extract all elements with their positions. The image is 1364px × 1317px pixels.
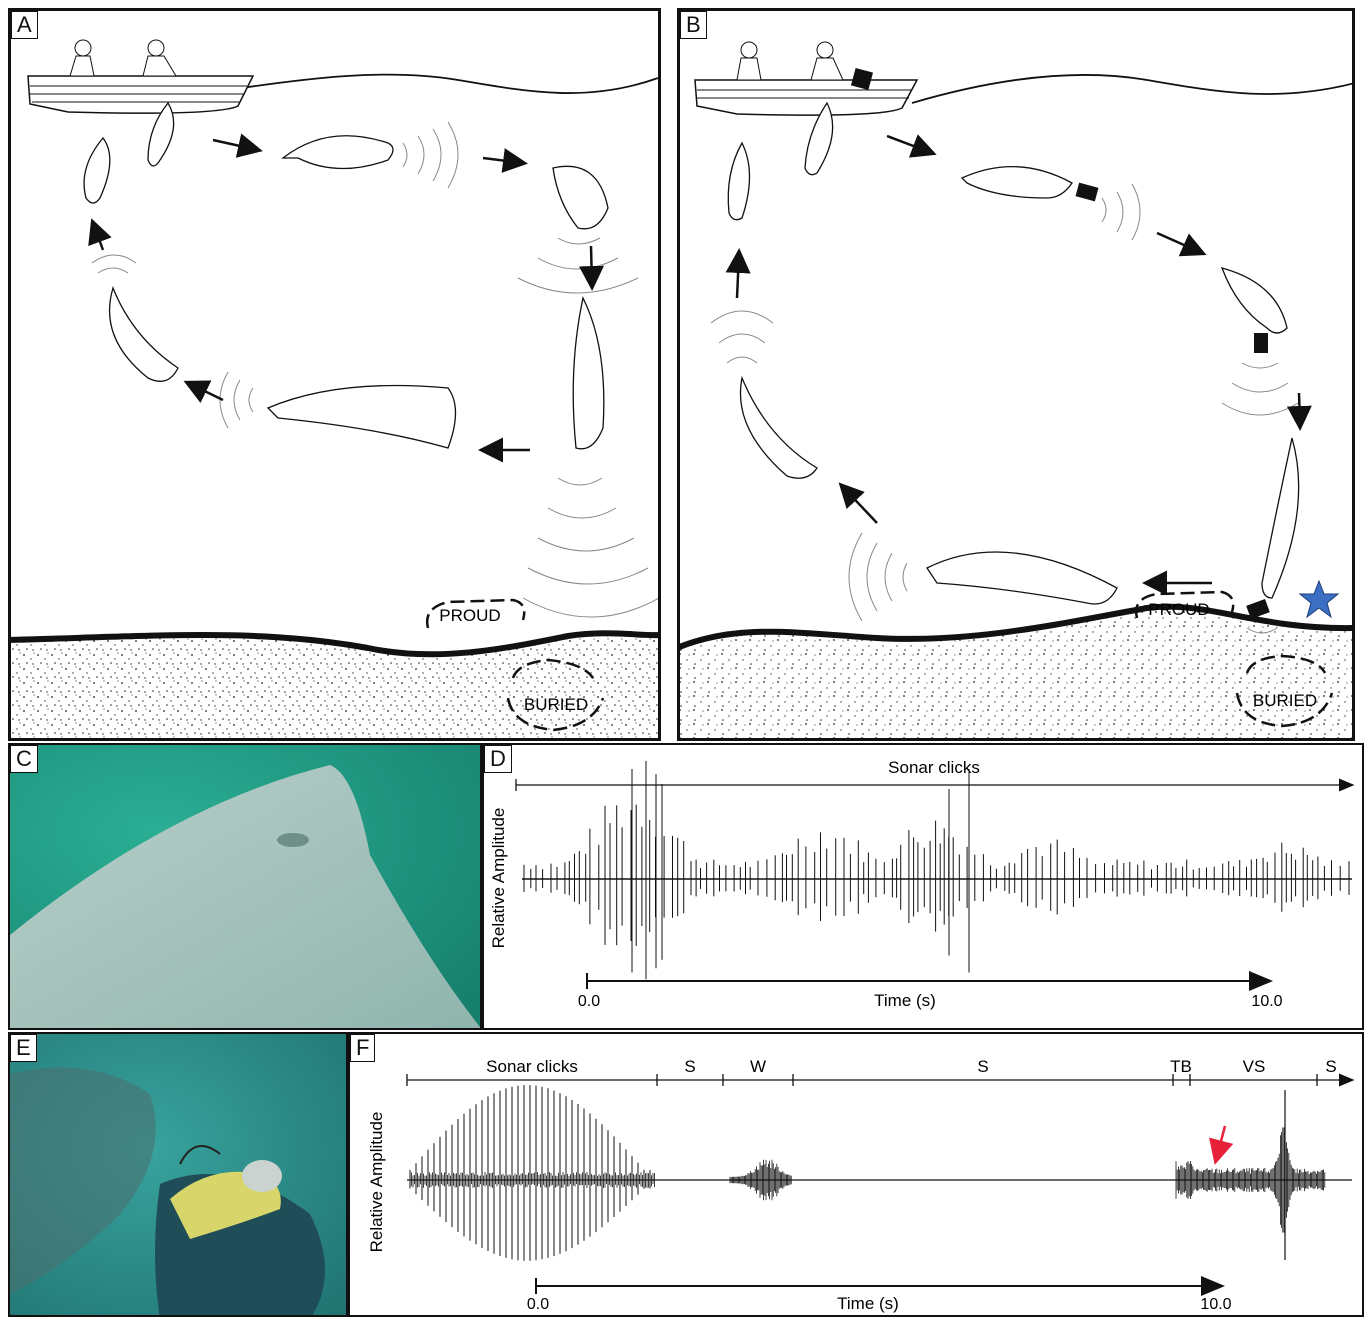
boat-icon xyxy=(694,41,919,116)
panel-e: E xyxy=(8,1032,348,1317)
star-icon xyxy=(1298,579,1340,619)
proud-label-a: PROUD xyxy=(439,606,500,625)
panel-letter-f: F xyxy=(350,1034,376,1062)
panel-f: F Sonar clicks S W S TB VS S Relative Am… xyxy=(348,1032,1364,1317)
highlight-arrow xyxy=(1209,1125,1234,1165)
x-start-f: 0.0 xyxy=(527,1296,549,1313)
segment-label-1: S xyxy=(684,1057,695,1076)
proud-label-b: PROUD xyxy=(1148,600,1209,619)
x-axis-label-f: Time (s) xyxy=(837,1294,899,1313)
x-axis-label-d: Time (s) xyxy=(874,991,936,1010)
panel-c: C xyxy=(8,743,482,1030)
panel-letter-d: D xyxy=(484,745,512,773)
waveform-d: Sonar clicks Relative Amplitude 0.0 Time… xyxy=(489,758,1355,1010)
dolphin-icon xyxy=(83,101,609,450)
segment-label-0: Sonar clicks xyxy=(486,1057,578,1076)
waveform-f: Sonar clicks S W S TB VS S Relative Ampl… xyxy=(367,1057,1355,1313)
x-start-d: 0.0 xyxy=(578,993,600,1010)
foraging-diagram-b: PROUD BURIED xyxy=(680,41,1352,738)
segment-label-5: VS xyxy=(1243,1057,1266,1076)
segment-label-4: TB xyxy=(1170,1057,1192,1076)
panel-letter-c: C xyxy=(10,745,38,773)
x-end-f: 10.0 xyxy=(1200,1296,1231,1313)
y-axis-label-d: Relative Amplitude xyxy=(489,808,508,949)
segment-label-3: S xyxy=(977,1057,988,1076)
panel-b: B xyxy=(677,8,1355,741)
boat-icon xyxy=(27,39,255,114)
panel-letter-a: A xyxy=(11,11,38,39)
panel-d: D Sonar clicks Relative Amplitude 0.0 Ti… xyxy=(482,743,1364,1030)
tagged-dolphin-photo xyxy=(10,1034,346,1315)
segment-label-6: S xyxy=(1325,1057,1336,1076)
sonar-clicks-label-d: Sonar clicks xyxy=(888,758,980,777)
buried-label-a: BURIED xyxy=(524,695,588,714)
panel-letter-e: E xyxy=(10,1034,37,1062)
target-icon xyxy=(425,598,605,732)
dolphin-photo xyxy=(10,745,480,1028)
panel-letter-b: B xyxy=(680,11,707,39)
dolphin-icon xyxy=(727,101,1300,605)
x-end-d: 10.0 xyxy=(1251,993,1282,1010)
foraging-diagram-a: PROUD BURIED xyxy=(11,39,658,738)
target-icon xyxy=(850,67,1270,619)
buried-label-b: BURIED xyxy=(1253,691,1317,710)
y-axis-label-f: Relative Amplitude xyxy=(367,1112,386,1253)
segment-label-2: W xyxy=(750,1057,766,1076)
panel-a: A xyxy=(8,8,661,741)
